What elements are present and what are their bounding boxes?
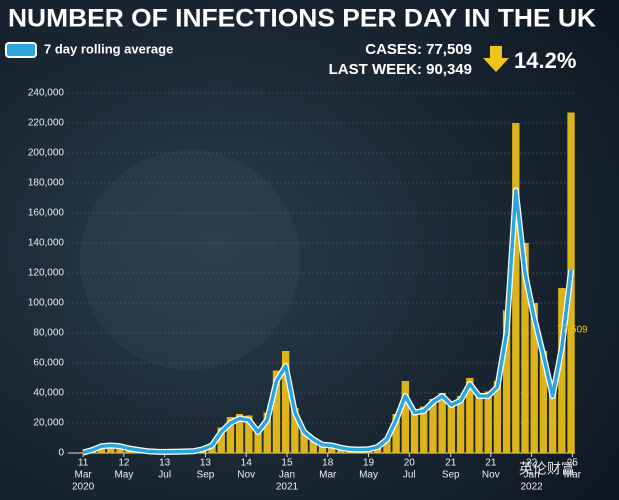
x-tick-label: 2020 — [72, 482, 95, 493]
y-tick-label: 40,000 — [33, 388, 64, 399]
daily-bar — [558, 288, 566, 453]
x-tick-label: May — [359, 470, 378, 481]
daily-bar — [263, 412, 271, 453]
x-tick-label: Nov — [482, 470, 500, 481]
cases: CASES: 77,509 — [365, 41, 472, 58]
y-tick-label: 60,000 — [33, 358, 64, 369]
virus-illustration — [80, 150, 300, 370]
x-tick-label: 21 — [485, 458, 497, 469]
x-tick-label: 11 — [78, 458, 89, 469]
x-tick-label: 22 — [526, 458, 538, 469]
y-tick-label: 140,000 — [28, 238, 65, 249]
x-tick-label: 19 — [363, 458, 375, 469]
down-arrow — [483, 46, 509, 72]
x-tick-label: 13 — [159, 458, 171, 469]
daily-bar — [401, 381, 410, 453]
daily-bar — [484, 391, 492, 453]
daily-bar — [217, 427, 225, 453]
y-tick-label: 240,000 — [28, 88, 65, 99]
daily-bar — [493, 381, 502, 453]
x-tick-label: Sep — [197, 470, 215, 481]
y-tick-label: 120,000 — [28, 268, 65, 279]
rolling-average-line — [82, 188, 573, 455]
daily-bar — [456, 396, 465, 453]
x-tick-label: 15 — [281, 458, 293, 469]
daily-bar — [512, 123, 520, 453]
x-tick-label: 12 — [118, 458, 130, 469]
x-tick-label: 13 — [200, 458, 212, 469]
x-tick-label: 2022 — [520, 482, 543, 493]
daily-bar — [309, 438, 317, 453]
last-week: LAST WEEK: 90,349 — [329, 61, 472, 78]
y-tick-label: 160,000 — [28, 208, 65, 219]
daily-bar — [116, 445, 124, 453]
daily-bar — [254, 430, 262, 453]
y-tick-label: 220,000 — [28, 118, 65, 129]
watermark: 英伦财富 — [519, 461, 575, 477]
daily-bar — [530, 303, 538, 453]
y-tick-label: 0 — [58, 448, 64, 459]
daily-bar — [318, 444, 327, 453]
x-tick-label: 21 — [445, 458, 457, 469]
x-tick-label: 20 — [404, 458, 416, 469]
daily-bar — [438, 393, 446, 453]
daily-bar — [420, 406, 428, 453]
daily-bar — [300, 430, 308, 453]
y-tick-label: 20,000 — [33, 418, 64, 429]
x-tick-label: Jul — [403, 470, 416, 481]
daily-bar — [291, 408, 299, 453]
chart-title: NUMBER OF INFECTIONS PER DAY IN THE UK — [8, 5, 596, 33]
y-tick-label: 180,000 — [28, 178, 65, 189]
x-tick-label: Mar — [564, 470, 582, 481]
y-tick-label: 100,000 — [28, 298, 65, 309]
x-tick-label: 14 — [241, 458, 253, 469]
daily-bar — [281, 351, 290, 453]
daily-bar — [447, 402, 456, 453]
y-tick-label: 200,000 — [28, 148, 65, 159]
x-tick-label: Sep — [442, 470, 460, 481]
daily-bar — [429, 399, 437, 453]
x-tick-label: 25 — [567, 458, 579, 469]
x-tick-label: Nov — [237, 470, 255, 481]
annotation: 77,509 — [557, 325, 588, 336]
x-tick-label: 2021 — [276, 482, 299, 493]
x-tick-label: Jan — [279, 470, 295, 481]
x-tick-label: Mar — [75, 470, 93, 481]
y-tick-label: 80,000 — [33, 328, 64, 339]
x-tick-label: Mar — [319, 470, 337, 481]
daily-bar — [475, 393, 483, 453]
daily-bar — [521, 243, 529, 453]
daily-bar — [410, 409, 419, 453]
daily-bar — [245, 415, 253, 453]
legend-swatch — [5, 42, 37, 58]
daily-bar — [548, 390, 557, 453]
change: 14.2% — [514, 48, 576, 73]
daily-bar — [383, 438, 391, 453]
daily-bar — [272, 370, 281, 453]
daily-bar — [107, 445, 115, 453]
x-tick-label: Jan — [524, 470, 540, 481]
daily-bar — [539, 351, 548, 453]
x-tick-label: 18 — [322, 458, 334, 469]
x-tick-label: Jul — [158, 470, 171, 481]
daily-bar — [466, 378, 474, 453]
daily-bar — [328, 444, 336, 453]
daily-bar — [502, 310, 511, 453]
legend-label: 7 day rolling average — [44, 41, 173, 56]
daily-bar — [235, 414, 244, 453]
daily-bar — [226, 417, 235, 453]
daily-bar — [392, 414, 400, 453]
x-tick-label: May — [114, 470, 133, 481]
